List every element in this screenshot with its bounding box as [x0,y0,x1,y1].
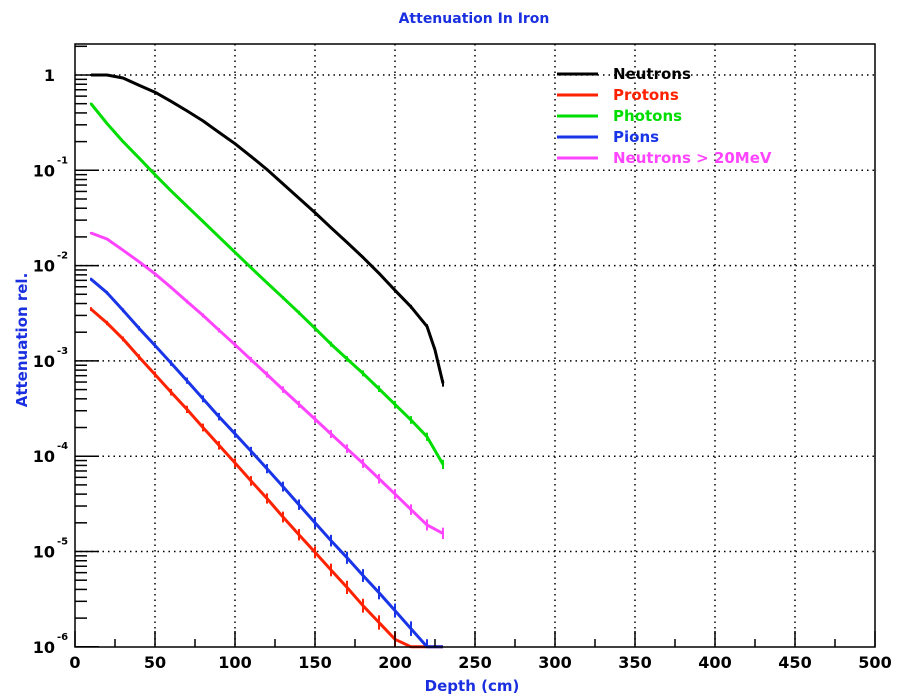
y-tick-exponent: -2 [57,251,68,262]
x-tick-label: 100 [218,653,251,672]
x-axis-label: Depth (cm) [425,677,520,695]
y-tick-exponent: -1 [57,155,68,166]
legend-label: Pions [613,128,659,146]
legend-label: Neutrons [613,65,691,83]
x-tick-label: 300 [538,653,571,672]
x-tick-label: 500 [858,653,891,672]
y-tick-label: 10 [33,638,55,657]
chart-title: Attenuation In Iron [399,11,550,27]
y-tick-label: 10 [33,352,55,371]
x-tick-label: 450 [778,653,811,672]
x-tick-label: 150 [298,653,331,672]
y-tick-label: 10 [33,257,55,276]
y-axis-label: Attenuation rel. [13,273,31,408]
y-tick-exponent: -3 [57,346,68,357]
y-tick-label: 10 [33,543,55,562]
legend-label: Neutrons > 20MeV [613,149,772,167]
legend-label: Protons [613,86,679,104]
x-tick-label: 50 [144,653,166,672]
y-tick-labels: 110-110-210-310-410-510-6 [33,66,68,657]
x-tick-label: 350 [618,653,651,672]
x-tick-label: 200 [378,653,411,672]
x-tick-labels: 0 50 100 150 200 250 300 350 400 450 500 [69,653,891,672]
series-layer [89,73,445,649]
y-tick-exponent: -4 [57,441,68,452]
y-tick-label: 10 [33,161,55,180]
ticks [74,45,876,648]
x-tick-label: 400 [698,653,731,672]
x-tick-label: 0 [69,653,80,672]
y-tick-exponent: -5 [57,537,68,548]
y-tick-label: 1 [44,66,55,85]
x-tick-label: 250 [458,653,491,672]
y-tick-exponent: -6 [57,632,68,643]
y-tick-label: 10 [33,447,55,466]
legend-label: Photons [613,107,682,125]
grid [75,44,875,647]
series-line [91,73,445,384]
legend: Neutrons Protons Photons Pions Neutrons > 20… [557,65,772,167]
